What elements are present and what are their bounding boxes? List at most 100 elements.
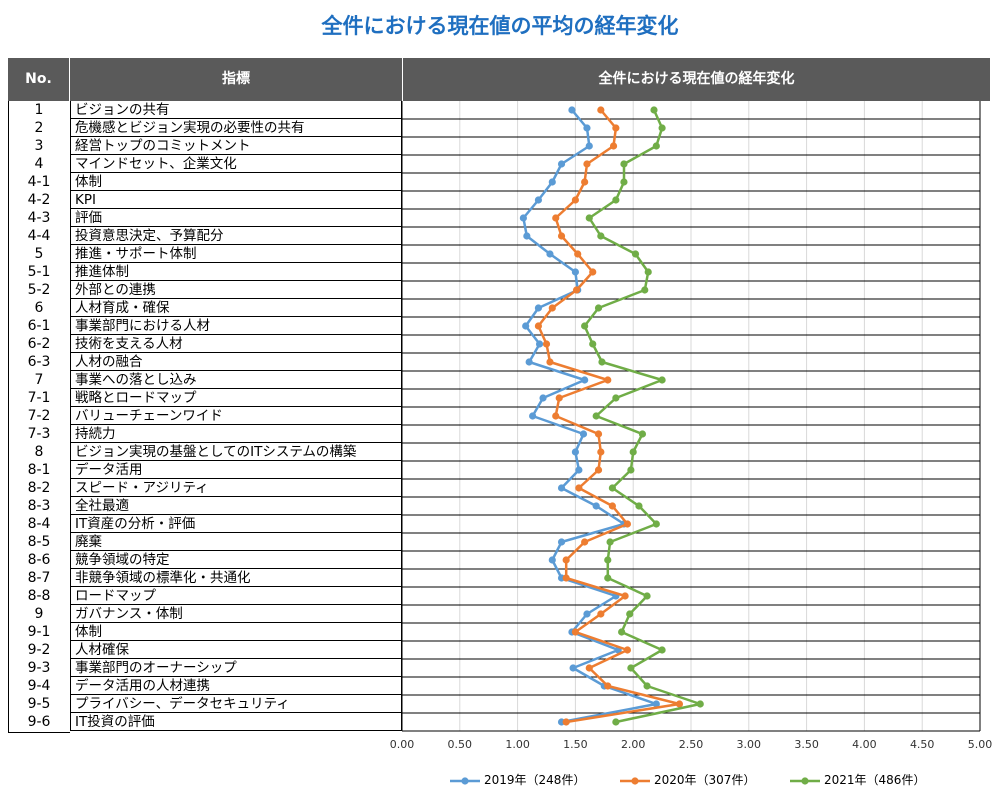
data-point: [575, 466, 583, 474]
data-point: [652, 700, 660, 708]
data-point: [658, 646, 666, 654]
data-point: [638, 430, 647, 438]
table-row: 9-5 プライバシー、データセキュリティ: [8, 695, 402, 713]
data-point: [612, 394, 620, 402]
data-point: [594, 466, 603, 474]
series-line-1: [522, 109, 658, 724]
data-point: [620, 160, 628, 168]
column-header-no: No.: [8, 58, 70, 101]
data-point: [552, 412, 560, 420]
data-point: [696, 700, 704, 708]
data-point: [609, 142, 618, 150]
data-point: [569, 664, 577, 672]
legend-label: 2021年（486件）: [824, 773, 926, 787]
data-point: [552, 214, 560, 222]
no-column-frame: [8, 101, 70, 733]
row-number: 8-8: [27, 588, 51, 604]
table-row: 4-3 評価: [8, 209, 402, 227]
data-point: [581, 178, 589, 186]
data-point: [643, 682, 651, 690]
row-number: 2: [34, 120, 44, 136]
data-point: [574, 250, 582, 258]
row-number: 8-1: [27, 462, 51, 478]
data-point: [627, 664, 635, 672]
series-line-3: [583, 109, 702, 724]
data-point: [612, 718, 620, 726]
data-point: [608, 502, 616, 510]
table-row: 6-3 人材の融合: [8, 353, 402, 371]
row-number: 8: [34, 444, 44, 460]
data-point: [608, 484, 616, 492]
table-header: No. 指標 全件における現在値の経年変化: [8, 58, 990, 101]
data-point: [534, 304, 543, 312]
row-number: 9-6: [27, 714, 51, 730]
table-row: 7-2 バリューチェーンワイド: [8, 407, 402, 425]
data-point: [522, 322, 530, 330]
row-number: 8-6: [27, 552, 51, 568]
x-tick-label: 1.00: [505, 738, 530, 751]
data-point: [652, 520, 660, 528]
data-point: [643, 592, 651, 600]
row-number: 4-4: [27, 228, 51, 244]
row-number: 6: [34, 300, 44, 316]
row-number: 3: [34, 138, 44, 154]
data-point: [581, 376, 589, 384]
table-row: 5-1 推進体制: [8, 263, 402, 281]
data-point: [658, 376, 666, 384]
row-number: 6-2: [27, 336, 51, 352]
data-point: [604, 574, 612, 582]
legend-swatch-icon: [790, 776, 820, 785]
table-row: 6-2 技術を支える人材: [8, 335, 402, 353]
row-number: 1: [34, 102, 44, 118]
data-point: [557, 160, 566, 168]
x-tick-label: 5.00: [968, 738, 993, 751]
x-tick-label: 4.00: [852, 738, 877, 751]
x-tick-label: 3.50: [794, 738, 819, 751]
data-point: [635, 502, 643, 510]
data-point: [597, 448, 605, 456]
data-point: [585, 664, 593, 672]
row-number: 8-2: [27, 480, 51, 496]
row-number: 5-2: [27, 282, 51, 298]
data-point: [555, 394, 563, 402]
row-number: 8-5: [27, 534, 51, 550]
row-number: 4-1: [27, 174, 51, 190]
legend-label: 2020年（307件）: [654, 773, 756, 787]
legend-item: 2019年（248件）: [450, 770, 585, 790]
data-point: [557, 538, 566, 546]
data-point: [529, 412, 537, 420]
row-number: 7-3: [27, 426, 51, 442]
data-point: [557, 232, 566, 240]
row-number: 7: [34, 372, 44, 388]
x-tick-label: 2.00: [621, 738, 646, 751]
column-header-indicator: 指標: [70, 58, 403, 101]
data-point: [568, 106, 576, 114]
data-point: [597, 232, 605, 240]
row-number: 9-1: [27, 624, 51, 640]
row-number: 9-4: [27, 678, 51, 694]
data-point: [562, 574, 570, 582]
page-title: 全件における現在値の平均の経年変化: [321, 14, 679, 38]
data-point: [571, 448, 580, 456]
table-row: 8-8 ロードマップ: [8, 587, 402, 605]
chart-legend: 2019年（248件） 2020年（307件） 2021年（486件）: [450, 770, 970, 790]
x-tick-label: 3.00: [737, 738, 762, 751]
data-point: [623, 646, 632, 654]
data-point: [598, 358, 606, 366]
table-row: 7-3 持続力: [8, 425, 402, 443]
row-number: 5-1: [27, 264, 51, 280]
row-number: 8-3: [27, 498, 51, 514]
data-point: [562, 718, 570, 726]
x-tick-label: 2.50: [679, 738, 704, 751]
table-row: 8-3 全社最適: [8, 497, 402, 515]
table-row: 9-6 IT投資の評価: [8, 713, 402, 731]
legend-item: 2020年（307件）: [620, 770, 755, 790]
data-point: [589, 340, 597, 348]
data-point: [571, 628, 580, 636]
data-point: [534, 196, 543, 204]
data-point: [597, 106, 605, 114]
data-point: [571, 268, 580, 276]
row-number: 6-1: [27, 318, 51, 334]
data-point: [575, 484, 583, 492]
data-point: [597, 610, 605, 618]
